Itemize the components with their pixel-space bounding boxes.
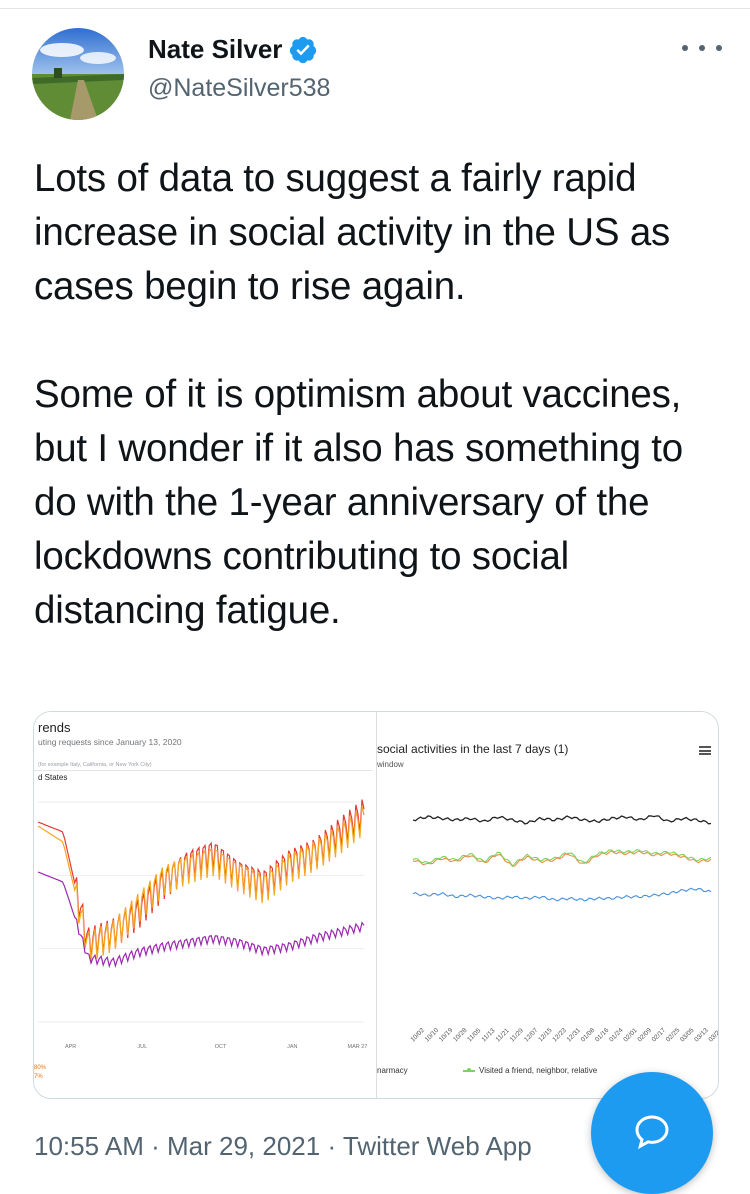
legend-line-icon (463, 1067, 475, 1072)
media-right-panel: social activities in the last 7 days (1)… (376, 712, 719, 1098)
left-tick-label: JAN (287, 1044, 297, 1050)
right-tick-label: 10/02 (409, 1027, 426, 1044)
timestamp-date[interactable]: Mar 29, 2021 (167, 1131, 321, 1161)
left-chart-divider (34, 770, 372, 771)
right-tick-label: 10/28 (452, 1027, 469, 1044)
speech-bubble-icon (635, 1115, 669, 1150)
top-divider (0, 8, 750, 9)
right-series-line (412, 849, 712, 867)
right-tick-label: 11/21 (495, 1027, 511, 1043)
avatar[interactable] (32, 28, 124, 120)
left-chart-legend: 80% 7% (34, 1064, 46, 1082)
left-series-line (37, 871, 365, 969)
left-chart-title: rends (38, 720, 71, 735)
right-tick-label: 12/15 (537, 1027, 554, 1044)
right-tick-label: 11/05 (466, 1027, 482, 1043)
right-tick-label: 11/29 (509, 1027, 525, 1043)
right-series-line (412, 815, 712, 825)
author-handle[interactable]: @NateSilver538 (148, 74, 331, 102)
left-series-line (37, 805, 365, 962)
left-legend-a: 80% (34, 1065, 47, 1071)
right-tick-label: 12/23 (551, 1027, 568, 1044)
right-tick-label: 03/21 (707, 1027, 719, 1044)
right-chart-title: social activities in the last 7 days (1) (377, 742, 569, 756)
left-chart-plot: APR JUL OCT JAN MAR 27 (37, 799, 368, 1050)
verified-badge-icon (290, 36, 317, 63)
timestamp-sep-2: · (327, 1131, 337, 1161)
author-row: Nate Silver (148, 34, 318, 65)
right-legend-a: narmacy (377, 1066, 408, 1075)
right-tick-label: 02/25 (665, 1027, 682, 1044)
media-left-panel: rends uting requests since January 13, 2… (34, 712, 372, 1098)
right-tick-label: 02/17 (651, 1027, 668, 1044)
left-tick-label: OCT (215, 1044, 227, 1050)
right-legend-b: Visited a friend, neighbor, relative (463, 1066, 597, 1075)
right-tick-label: 02/09 (637, 1027, 654, 1044)
right-tick-label: 12/31 (566, 1027, 583, 1044)
tweet-source[interactable]: Twitter Web App (342, 1131, 532, 1161)
left-tick-label: MAR 27 (348, 1044, 368, 1050)
more-options-icon[interactable] (682, 36, 722, 60)
avatar-landscape-image (32, 28, 124, 120)
right-tick-label: 11/13 (480, 1027, 496, 1043)
right-chart-plot: 10/0210/1010/1910/2811/0511/1311/2111/29… (409, 815, 719, 1044)
right-tick-label: 02/01 (622, 1027, 639, 1044)
right-tick-label: 12/07 (523, 1027, 540, 1044)
right-chart-subtitle: window (377, 760, 404, 769)
tweet-timestamp: 10:55 AM · Mar 29, 2021 · Twitter Web Ap… (34, 1131, 532, 1162)
timestamp-sep-1: · (151, 1131, 160, 1161)
right-tick-label: 01/16 (594, 1027, 611, 1044)
compose-button[interactable] (591, 1072, 713, 1194)
left-tick-label: APR (65, 1044, 76, 1050)
right-tick-label: 01/24 (608, 1027, 625, 1044)
hamburger-menu-icon[interactable] (699, 746, 711, 755)
right-tick-label: 03/05 (679, 1027, 696, 1044)
left-chart-subtitle: uting requests since January 13, 2020 (38, 737, 182, 747)
left-chart-hint: (for example Italy, California, or New Y… (38, 762, 152, 768)
right-series-line (412, 887, 712, 902)
left-tick-label: JUL (137, 1044, 147, 1050)
right-tick-label: 10/10 (424, 1027, 441, 1044)
author-name[interactable]: Nate Silver (148, 34, 283, 64)
tweet-text: Lots of data to suggest a fairly rapid i… (34, 157, 684, 632)
left-chart-region: d States (38, 773, 68, 782)
right-tick-label: 10/19 (438, 1027, 455, 1044)
left-legend-b: 7% (34, 1074, 43, 1080)
timestamp-time[interactable]: 10:55 AM (34, 1131, 144, 1161)
right-series-line (412, 850, 712, 867)
right-legend-b-label: Visited a friend, neighbor, relative (479, 1066, 598, 1075)
right-tick-label: 01/08 (580, 1027, 597, 1044)
right-tick-label: 03/13 (693, 1027, 710, 1044)
tweet-media[interactable]: rends uting requests since January 13, 2… (33, 711, 719, 1099)
